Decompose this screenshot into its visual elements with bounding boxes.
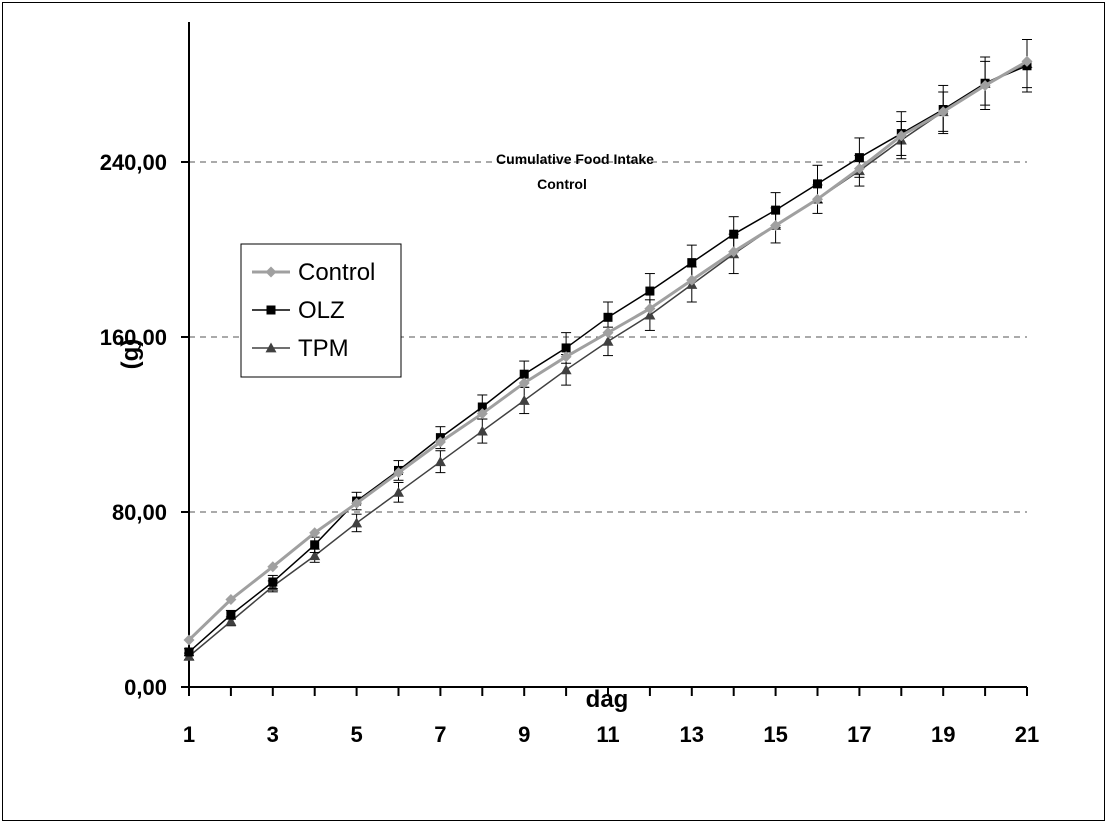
point-olz xyxy=(854,153,864,163)
point-tpm xyxy=(644,309,656,320)
y-tick-label: 240,00 xyxy=(100,150,167,175)
chart-title-line-2: Control xyxy=(537,176,587,192)
point-control xyxy=(518,377,530,389)
series-control xyxy=(183,55,1033,646)
point-control xyxy=(476,408,488,420)
point-control xyxy=(770,219,782,231)
point-tpm xyxy=(560,364,572,375)
x-tick-label: 13 xyxy=(680,722,704,747)
point-olz xyxy=(813,179,822,189)
point-olz xyxy=(645,286,655,296)
x-axis-title: dag xyxy=(586,686,629,713)
x-tick-label: 1 xyxy=(183,722,195,747)
x-tick-label: 11 xyxy=(596,722,619,747)
legend-marker-control xyxy=(265,266,277,278)
point-control xyxy=(644,303,656,315)
point-tpm xyxy=(309,550,321,561)
y-tick-label: 160,00 xyxy=(100,325,167,350)
series xyxy=(183,39,1033,661)
point-olz xyxy=(184,647,194,657)
point-control xyxy=(267,561,279,573)
y-axis-title: (g) xyxy=(117,339,144,370)
x-tick-label: 19 xyxy=(931,722,955,747)
x-tick-label: 9 xyxy=(518,722,530,747)
point-control xyxy=(183,634,195,646)
legend-marker-olz xyxy=(266,305,276,315)
point-control xyxy=(812,193,823,205)
point-control xyxy=(937,106,949,118)
point-control xyxy=(853,163,865,175)
point-control xyxy=(895,130,907,142)
point-control xyxy=(686,274,698,286)
point-control xyxy=(309,527,321,539)
x-ticks: 1 3 5 7 9 11 13 15 17 19 21 xyxy=(183,687,1039,747)
x-tick-label: 3 xyxy=(267,722,279,747)
point-tpm xyxy=(602,335,614,346)
point-control xyxy=(728,246,740,258)
point-olz xyxy=(519,369,529,379)
point-tpm xyxy=(225,615,237,626)
point-tpm xyxy=(518,394,530,405)
x-tick-label: 7 xyxy=(434,722,446,747)
point-olz xyxy=(603,312,613,322)
point-olz xyxy=(477,402,487,412)
point-control xyxy=(1021,55,1033,67)
point-tpm xyxy=(351,517,363,528)
legend-label-tpm: TPM xyxy=(298,335,349,362)
legend: Control OLZ TPM xyxy=(240,243,402,378)
point-olz xyxy=(310,540,320,550)
x-tick-label: 17 xyxy=(847,722,871,747)
point-control xyxy=(602,327,614,339)
point-control xyxy=(393,467,404,479)
point-olz xyxy=(268,577,278,587)
legend-marker-tpm xyxy=(265,342,277,353)
x-tick-label: 5 xyxy=(350,722,362,747)
x-tick-label: 21 xyxy=(1015,722,1039,747)
legend-items: Control OLZ TPM xyxy=(252,259,375,362)
point-olz xyxy=(729,229,739,239)
point-olz xyxy=(771,205,781,215)
point-olz xyxy=(226,610,236,620)
point-olz xyxy=(687,258,697,268)
point-control xyxy=(434,436,446,448)
point-control xyxy=(225,594,237,605)
y-tick-label: 80,00 xyxy=(112,500,167,525)
point-control xyxy=(351,497,363,509)
point-tpm xyxy=(476,425,488,436)
point-tpm xyxy=(393,486,404,497)
point-tpm xyxy=(434,456,446,467)
legend-label-control: Control xyxy=(298,259,375,286)
point-control xyxy=(560,351,572,363)
y-ticks: 0,00 80,00 160,00 240,00 xyxy=(100,150,189,700)
legend-label-olz: OLZ xyxy=(298,297,345,324)
point-control xyxy=(979,79,991,91)
point-olz xyxy=(561,343,571,353)
x-tick-label: 15 xyxy=(763,722,787,747)
chart-title-line-1: Cumulative Food Intake xyxy=(496,151,654,167)
y-tick-label: 0,00 xyxy=(124,675,167,700)
